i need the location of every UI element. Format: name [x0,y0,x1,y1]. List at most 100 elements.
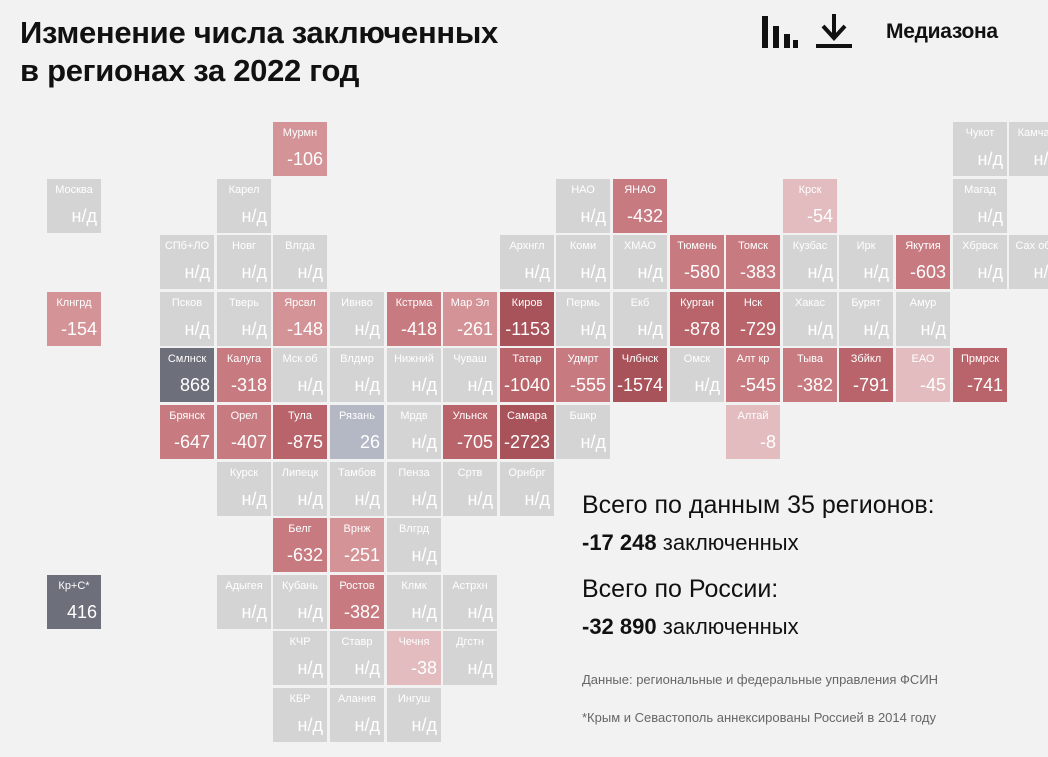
region-name: Чуваш [453,353,487,365]
russia-total-title: Всего по России: [582,575,779,603]
region-tile: Ульнск -705 [443,405,497,459]
region-tile: Ярсвл -148 [273,292,327,346]
region-name: Карел [228,184,260,196]
region-tile: Врнж -251 [330,518,384,572]
region-value: -154 [60,319,97,339]
region-value: н/д [411,375,437,395]
region-name: НАО [571,184,595,196]
region-name: Клнгрд [56,297,92,309]
region-tile: Сах обл н/д [1009,235,1048,289]
region-tile: Клнгрд -154 [47,292,101,346]
region-tile: Дгстн н/д [443,631,497,685]
region-tile: Курган -878 [670,292,724,346]
region-name: Кр+С* [58,580,90,592]
region-tile: Члбнск -1574 [613,348,667,402]
regions-total-title: Всего по данным 35 регионов: [582,491,935,519]
region-tile: Курск н/д [217,462,271,516]
region-name: Збйкл [850,353,882,365]
chart-title: Изменение числа заключенных в регионах з… [20,14,620,90]
region-tile: Кстрма -418 [387,292,441,346]
region-name: Чечня [398,636,430,648]
region-value: н/д [977,206,1003,226]
region-tile: Камчат н/д [1009,122,1048,176]
region-value: -705 [456,432,493,452]
region-value: -382 [796,375,833,395]
region-tile: Архнгл н/д [500,235,554,289]
region-tile: Тула -875 [273,405,327,459]
region-name: Магад [964,184,996,196]
region-name: Кстрма [395,297,433,309]
region-name: Алтай [737,410,769,422]
russia-total-number: -32 890 [582,614,657,639]
download-icon[interactable] [812,10,856,54]
region-name: Пенза [398,467,430,479]
region-value: -580 [683,262,720,282]
region-name: Клмк [401,580,427,592]
region-tile: Ингуш н/д [387,688,441,742]
region-tile: Кузбас н/д [783,235,837,289]
region-tile: Сртв н/д [443,462,497,516]
region-tile: Чечня -38 [387,631,441,685]
region-value: -555 [569,375,606,395]
region-value: н/д [1033,149,1048,169]
region-value: н/д [411,489,437,509]
region-tile: Карел н/д [217,179,271,233]
region-name: ЯНАО [624,184,656,196]
region-tile: Амур н/д [896,292,950,346]
region-name: Ингуш [397,693,431,705]
region-value: -545 [739,375,776,395]
region-value: н/д [524,262,550,282]
region-value: н/д [411,715,437,735]
region-value: н/д [580,206,606,226]
region-tile: Астрхн н/д [443,575,497,629]
region-name: Татар [512,353,542,365]
region-tile: КБР н/д [273,688,327,742]
region-name: Омск [683,353,711,365]
region-name: СПб+ЛО [164,240,210,252]
region-tile: Рязань 26 [330,405,384,459]
region-name: Влгрд [398,523,430,535]
region-tile: Ставр н/д [330,631,384,685]
region-tile: Томск -383 [726,235,780,289]
region-tile: Орел -407 [217,405,271,459]
region-tile: КЧР н/д [273,631,327,685]
bar-chart-icon[interactable] [760,12,800,52]
region-value: н/д [920,319,946,339]
region-name: Дгстн [456,636,484,648]
region-value: -383 [739,262,776,282]
region-tile: Тюмень -580 [670,235,724,289]
region-value: н/д [354,658,380,678]
region-name: Брянск [169,410,205,422]
region-value: -407 [230,432,267,452]
region-name: Орнбрг [508,467,546,479]
region-tile: Новг н/д [217,235,271,289]
region-tile: Алтай -8 [726,405,780,459]
region-name: Адыгея [225,580,263,592]
summary-panel: Всего по данным 35 регионов: -17 248 зак… [582,488,1032,642]
region-name: Томск [738,240,768,252]
region-value: -54 [806,206,833,226]
region-tile: Мар Эл -261 [443,292,497,346]
region-tile: Татар -1040 [500,348,554,402]
region-name: Влдмр [340,353,374,365]
region-tile: Магад н/д [953,179,1007,233]
region-value: -38 [410,658,437,678]
region-name: ЕАО [911,353,935,365]
region-value: н/д [524,489,550,509]
region-name: Новг [232,240,256,252]
region-name: Бурят [851,297,881,309]
region-tile: СПб+ЛО н/д [160,235,214,289]
region-value: -647 [173,432,210,452]
region-value: -1040 [503,375,550,395]
region-value: -382 [343,602,380,622]
regions-total-unit: заключенных [662,530,799,555]
region-value: -251 [343,545,380,565]
region-value: н/д [241,489,267,509]
region-tile: Екб н/д [613,292,667,346]
region-name: КБР [289,693,311,705]
brand-logo[interactable]: Медиазона [886,20,998,43]
region-name: Удмрт [567,353,599,365]
region-value: н/д [411,545,437,565]
region-value: н/д [467,658,493,678]
